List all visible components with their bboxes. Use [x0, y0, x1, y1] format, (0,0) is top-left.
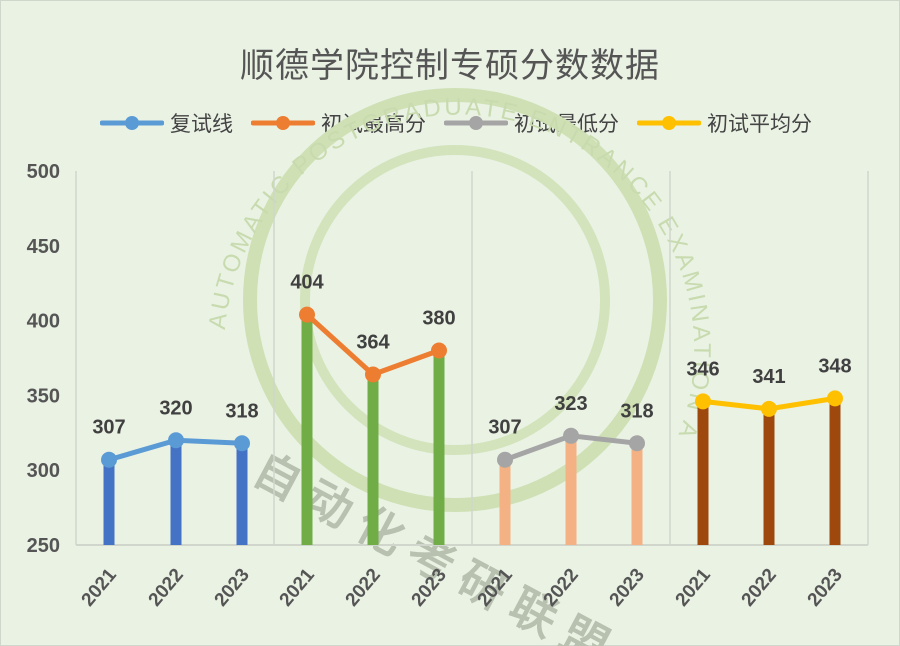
watermark-arc-text: AUTOMATIC POSTGRADUATE ENTRANCE EXAMINAT…: [0, 0, 712, 445]
data-point: [629, 435, 645, 452]
x-tick-label: 2021: [276, 564, 320, 610]
data-point: [168, 432, 184, 449]
data-point: [299, 306, 315, 323]
data-label: 307: [488, 417, 521, 439]
legend-label: 复试线: [170, 112, 233, 136]
legend-marker-icon: [100, 116, 164, 130]
data-point: [365, 366, 381, 383]
data-label: 307: [92, 417, 125, 439]
x-tick-label: 2021: [78, 564, 122, 610]
y-tick-label: 350: [27, 385, 60, 407]
legend-item: 复试线: [100, 108, 233, 138]
data-point: [695, 393, 711, 410]
y-tick-label: 400: [27, 311, 60, 333]
x-tick-label: 2023: [804, 565, 847, 611]
chart-title: 顺德学院控制专硕分数数据: [240, 46, 660, 86]
x-tick-label: 2022: [738, 565, 781, 611]
data-point: [827, 390, 843, 407]
data-label: 364: [356, 331, 390, 353]
data-point: [101, 451, 117, 468]
x-tick-label: 2023: [606, 565, 649, 611]
legend-label: 初试平均分: [707, 112, 812, 136]
y-tick-label: 250: [27, 535, 60, 557]
data-label: 318: [225, 400, 258, 422]
x-tick-label: 2021: [672, 564, 716, 610]
data-point: [497, 451, 513, 468]
data-label: 346: [686, 358, 719, 380]
y-tick-label: 450: [27, 236, 60, 258]
x-tick-label: 2023: [211, 565, 254, 611]
legend-marker-icon: [444, 116, 508, 130]
data-label: 341: [752, 366, 785, 388]
data-label: 404: [290, 272, 324, 294]
data-point: [761, 400, 777, 417]
legend-marker-icon: [251, 116, 315, 130]
data-label: 318: [620, 400, 653, 422]
data-point: [563, 427, 579, 444]
data-label: 323: [554, 393, 587, 415]
data-label: 380: [422, 308, 455, 330]
watermark-ring-inner: [300, 145, 610, 455]
y-tick-label: 300: [27, 460, 60, 482]
x-tick-label: 2022: [145, 565, 188, 611]
data-label: 320: [159, 397, 192, 419]
data-label: 348: [818, 355, 851, 377]
legend-marker-icon: [637, 116, 701, 130]
x-tick-label: 2022: [342, 565, 385, 611]
data-point: [234, 435, 250, 452]
y-tick-label: 500: [27, 161, 60, 183]
data-point: [431, 342, 447, 359]
watermark-ring: [243, 88, 667, 512]
legend-item: 初试平均分: [637, 108, 812, 138]
